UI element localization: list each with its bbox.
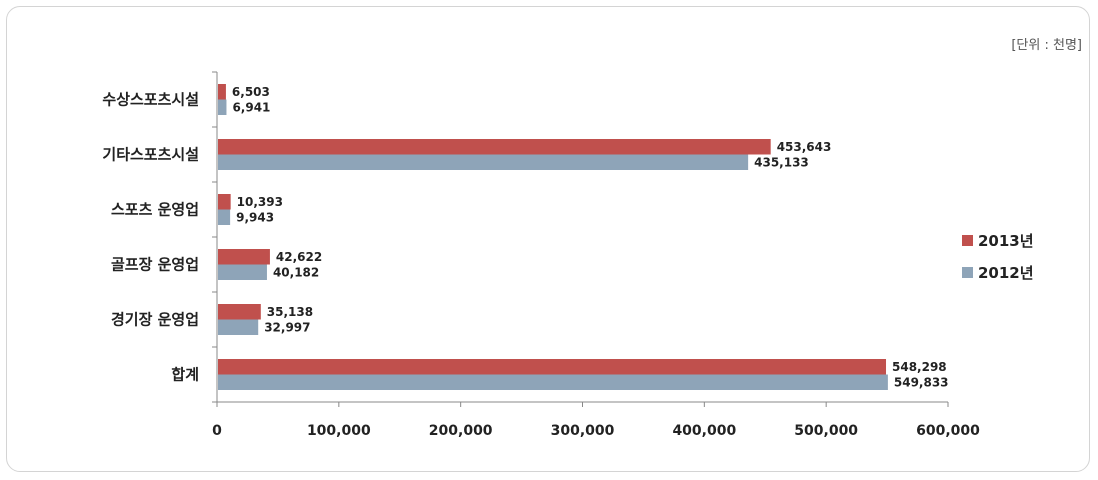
data-label: 35,138 (267, 305, 313, 319)
legend-label: 2012년 (978, 264, 1034, 282)
data-label: 9,943 (236, 210, 274, 224)
category-label: 골프장 운영업 (111, 256, 199, 274)
unit-label: [단위 : 천명] (1011, 38, 1082, 53)
x-tick-label: 200,000 (429, 423, 493, 439)
bar-2012 (218, 374, 888, 390)
data-label: 40,182 (273, 265, 319, 279)
x-tick-label: 600,000 (916, 423, 980, 439)
bar-2013 (218, 84, 226, 100)
bar-2012 (218, 319, 259, 335)
data-label: 6,503 (232, 85, 270, 99)
data-label: 42,622 (276, 250, 322, 264)
bar-2012 (218, 209, 231, 225)
bar-2013 (218, 359, 887, 375)
legend-label: 2013년 (978, 232, 1034, 250)
data-label: 6,941 (232, 100, 270, 114)
data-label: 549,833 (894, 375, 949, 389)
data-label: 548,298 (892, 360, 947, 374)
bar-2013 (218, 249, 270, 265)
bar-2013 (218, 194, 231, 210)
data-label: 10,393 (237, 195, 283, 209)
category-label: 스포츠 운영업 (111, 201, 199, 219)
bar-2012 (218, 99, 227, 115)
x-tick-label: 400,000 (672, 423, 736, 439)
legend-swatch (962, 235, 973, 246)
data-label: 453,643 (777, 140, 832, 154)
category-label: 경기장 운영업 (111, 311, 199, 329)
data-label: 435,133 (754, 155, 809, 169)
bar-2012 (218, 154, 749, 170)
x-tick-label: 500,000 (794, 423, 858, 439)
x-tick-label: 300,000 (551, 423, 615, 439)
category-label: 합계 (171, 366, 199, 384)
bar-2013 (218, 304, 261, 320)
x-tick-label: 100,000 (307, 423, 371, 439)
bar-2013 (218, 139, 771, 155)
legend-swatch (962, 267, 973, 278)
bar-2012 (218, 264, 267, 280)
chart-frame (6, 6, 1090, 472)
x-tick-label: 0 (212, 423, 222, 439)
category-label: 수상스포츠시설 (102, 91, 199, 109)
category-label: 기타스포츠시설 (102, 146, 199, 164)
data-label: 32,997 (264, 320, 310, 334)
